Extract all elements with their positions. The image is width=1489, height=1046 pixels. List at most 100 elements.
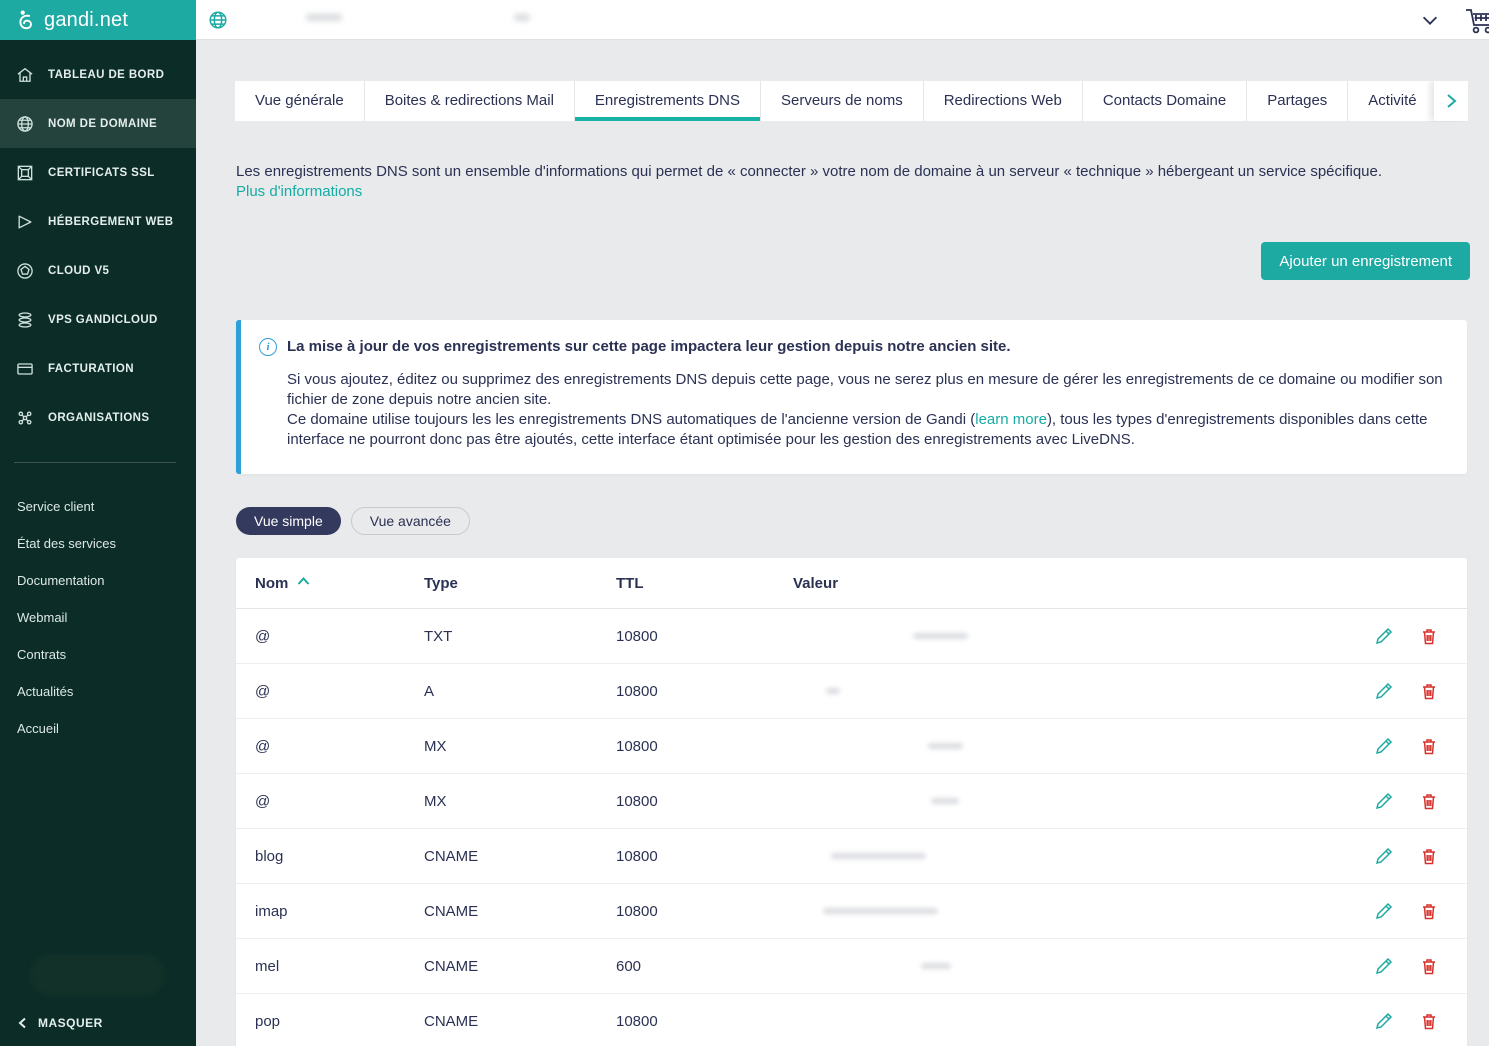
- topbar: [196, 0, 1489, 40]
- table-row: @ MX 10800: [236, 719, 1467, 774]
- edit-record-button[interactable]: [1374, 846, 1394, 866]
- sidebar-link-etat-des-services[interactable]: État des services: [17, 536, 116, 551]
- delete-record-button[interactable]: [1419, 736, 1439, 756]
- record-name: mel: [255, 957, 280, 975]
- sidebar-item-nom-de-domaine[interactable]: NOM DE DOMAINE: [0, 99, 196, 148]
- record-name: @: [255, 792, 271, 810]
- add-record-button[interactable]: Ajouter un enregistrement: [1261, 242, 1470, 280]
- edit-record-button[interactable]: [1374, 1011, 1394, 1031]
- delete-record-button[interactable]: [1419, 1011, 1439, 1031]
- pencil-icon: [1375, 1012, 1393, 1030]
- main-content: Vue générale Boites & redirections Mail …: [196, 40, 1489, 1046]
- tab-serveurs-de-noms[interactable]: Serveurs de noms: [760, 81, 924, 121]
- column-header-valeur-label: Valeur: [793, 574, 839, 592]
- tab-boites-redirections-mail[interactable]: Boites & redirections Mail: [364, 81, 575, 121]
- delete-record-button[interactable]: [1419, 791, 1439, 811]
- delete-record-button[interactable]: [1419, 846, 1439, 866]
- tab-activite[interactable]: Activité: [1348, 81, 1438, 121]
- chevron-left-icon: [18, 1017, 26, 1029]
- globe-icon: [17, 115, 33, 132]
- trash-icon: [1423, 684, 1435, 700]
- record-value-redacted: [793, 609, 1357, 663]
- trash-icon: [1423, 794, 1435, 810]
- record-ttl: 10800: [616, 847, 658, 865]
- column-header-ttl[interactable]: TTL: [616, 574, 644, 592]
- delete-record-button[interactable]: [1419, 626, 1439, 646]
- column-header-valeur[interactable]: Valeur: [793, 558, 1357, 608]
- view-simple-button[interactable]: Vue simple: [236, 507, 341, 535]
- sidebar-link-webmail[interactable]: Webmail: [17, 610, 68, 625]
- account-dropdown-button[interactable]: [1419, 9, 1441, 31]
- column-header-type[interactable]: Type: [424, 574, 458, 592]
- sidebar-link-contrats[interactable]: Contrats: [17, 647, 67, 662]
- sidebar-item-label: CERTIFICATS SSL: [48, 166, 155, 179]
- delete-record-button[interactable]: [1419, 901, 1439, 921]
- sidebar-link-documentation[interactable]: Documentation: [17, 573, 105, 588]
- chevron-up-icon: [298, 576, 310, 585]
- pencil-icon: [1375, 737, 1393, 755]
- record-value-redacted: [793, 719, 1357, 773]
- trash-icon: [1423, 1014, 1435, 1030]
- collapse-sidebar-button[interactable]: MASQUER: [17, 1016, 103, 1030]
- edit-record-button[interactable]: [1374, 901, 1394, 921]
- sidebar-item-hebergement-web[interactable]: HÉBERGEMENT WEB: [0, 197, 196, 246]
- edit-record-button[interactable]: [1374, 626, 1394, 646]
- edit-record-button[interactable]: [1374, 736, 1394, 756]
- tab-enregistrements-dns[interactable]: Enregistrements DNS: [574, 81, 761, 121]
- sidebar-item-label: HÉBERGEMENT WEB: [48, 215, 174, 228]
- trash-icon: [1423, 629, 1435, 645]
- globe-icon: [209, 11, 227, 29]
- edit-record-button[interactable]: [1374, 681, 1394, 701]
- record-value-redacted: [793, 829, 1357, 883]
- sidebar-item-tableau-de-bord[interactable]: TABLEAU DE BORD: [0, 50, 196, 99]
- learn-more-link[interactable]: learn more: [975, 411, 1047, 428]
- sidebar-link-service-client[interactable]: Service client: [17, 499, 95, 514]
- sidebar-link-actualites[interactable]: Actualités: [17, 684, 74, 699]
- tab-vue-generale[interactable]: Vue générale: [235, 81, 365, 121]
- edit-record-button[interactable]: [1374, 791, 1394, 811]
- table-row: blog CNAME 10800: [236, 829, 1467, 884]
- sidebar-item-certificats-ssl[interactable]: CERTIFICATS SSL: [0, 148, 196, 197]
- server-stack-icon: [18, 311, 32, 328]
- delete-record-button[interactable]: [1419, 956, 1439, 976]
- record-ttl: 10800: [616, 682, 658, 700]
- collapse-label: MASQUER: [38, 1016, 103, 1030]
- tab-redirections-web[interactable]: Redirections Web: [923, 81, 1083, 121]
- gandi-mascot-icon: [19, 10, 32, 30]
- record-ttl: 10800: [616, 627, 658, 645]
- sort-asc-button[interactable]: [296, 574, 311, 593]
- record-name: @: [255, 682, 271, 700]
- record-name: pop: [255, 1012, 281, 1030]
- sidebar-item-facturation[interactable]: FACTURATION: [0, 344, 196, 393]
- table-row: @ A 10800: [236, 664, 1467, 719]
- sidebar-item-vps-gandicloud[interactable]: VPS GANDICLOUD: [0, 295, 196, 344]
- record-name: blog: [255, 847, 284, 865]
- sidebar-link-accueil[interactable]: Accueil: [17, 721, 59, 736]
- tabs-scroll-right-button[interactable]: [1434, 81, 1468, 121]
- pencil-icon: [1375, 682, 1393, 700]
- sidebar-item-organisations[interactable]: ORGANISATIONS: [0, 393, 196, 442]
- plus-informations-link[interactable]: Plus d'informations: [236, 183, 363, 200]
- redacted-domain-name: [514, 14, 530, 21]
- view-advanced-button[interactable]: Vue avancée: [350, 507, 470, 535]
- record-value-redacted: [793, 774, 1357, 828]
- sidebar-item-label: FACTURATION: [48, 362, 134, 375]
- pencil-icon: [1375, 847, 1393, 865]
- domain-breadcrumb-tag[interactable]: [196, 0, 248, 39]
- sidebar-item-label: VPS GANDICLOUD: [48, 313, 158, 326]
- sidebar-secondary-links: Service client État des services Documen…: [0, 488, 196, 747]
- sidebar-item-cloud-v5[interactable]: CLOUD V5: [0, 246, 196, 295]
- tab-partages[interactable]: Partages: [1247, 81, 1349, 121]
- sidebar-item-label: ORGANISATIONS: [48, 411, 150, 424]
- record-ttl: 10800: [616, 1012, 658, 1030]
- delete-record-button[interactable]: [1419, 681, 1439, 701]
- column-header-nom[interactable]: Nom: [255, 574, 289, 592]
- edit-record-button[interactable]: [1374, 956, 1394, 976]
- record-value-redacted: [793, 884, 1357, 938]
- trash-icon: [1423, 959, 1435, 975]
- cart-button[interactable]: [1464, 4, 1489, 36]
- certificate-icon: [17, 165, 33, 180]
- home-icon: [17, 67, 33, 82]
- tab-contacts-domaine[interactable]: Contacts Domaine: [1082, 81, 1248, 121]
- gandi-logo[interactable]: gandi.net: [0, 0, 196, 40]
